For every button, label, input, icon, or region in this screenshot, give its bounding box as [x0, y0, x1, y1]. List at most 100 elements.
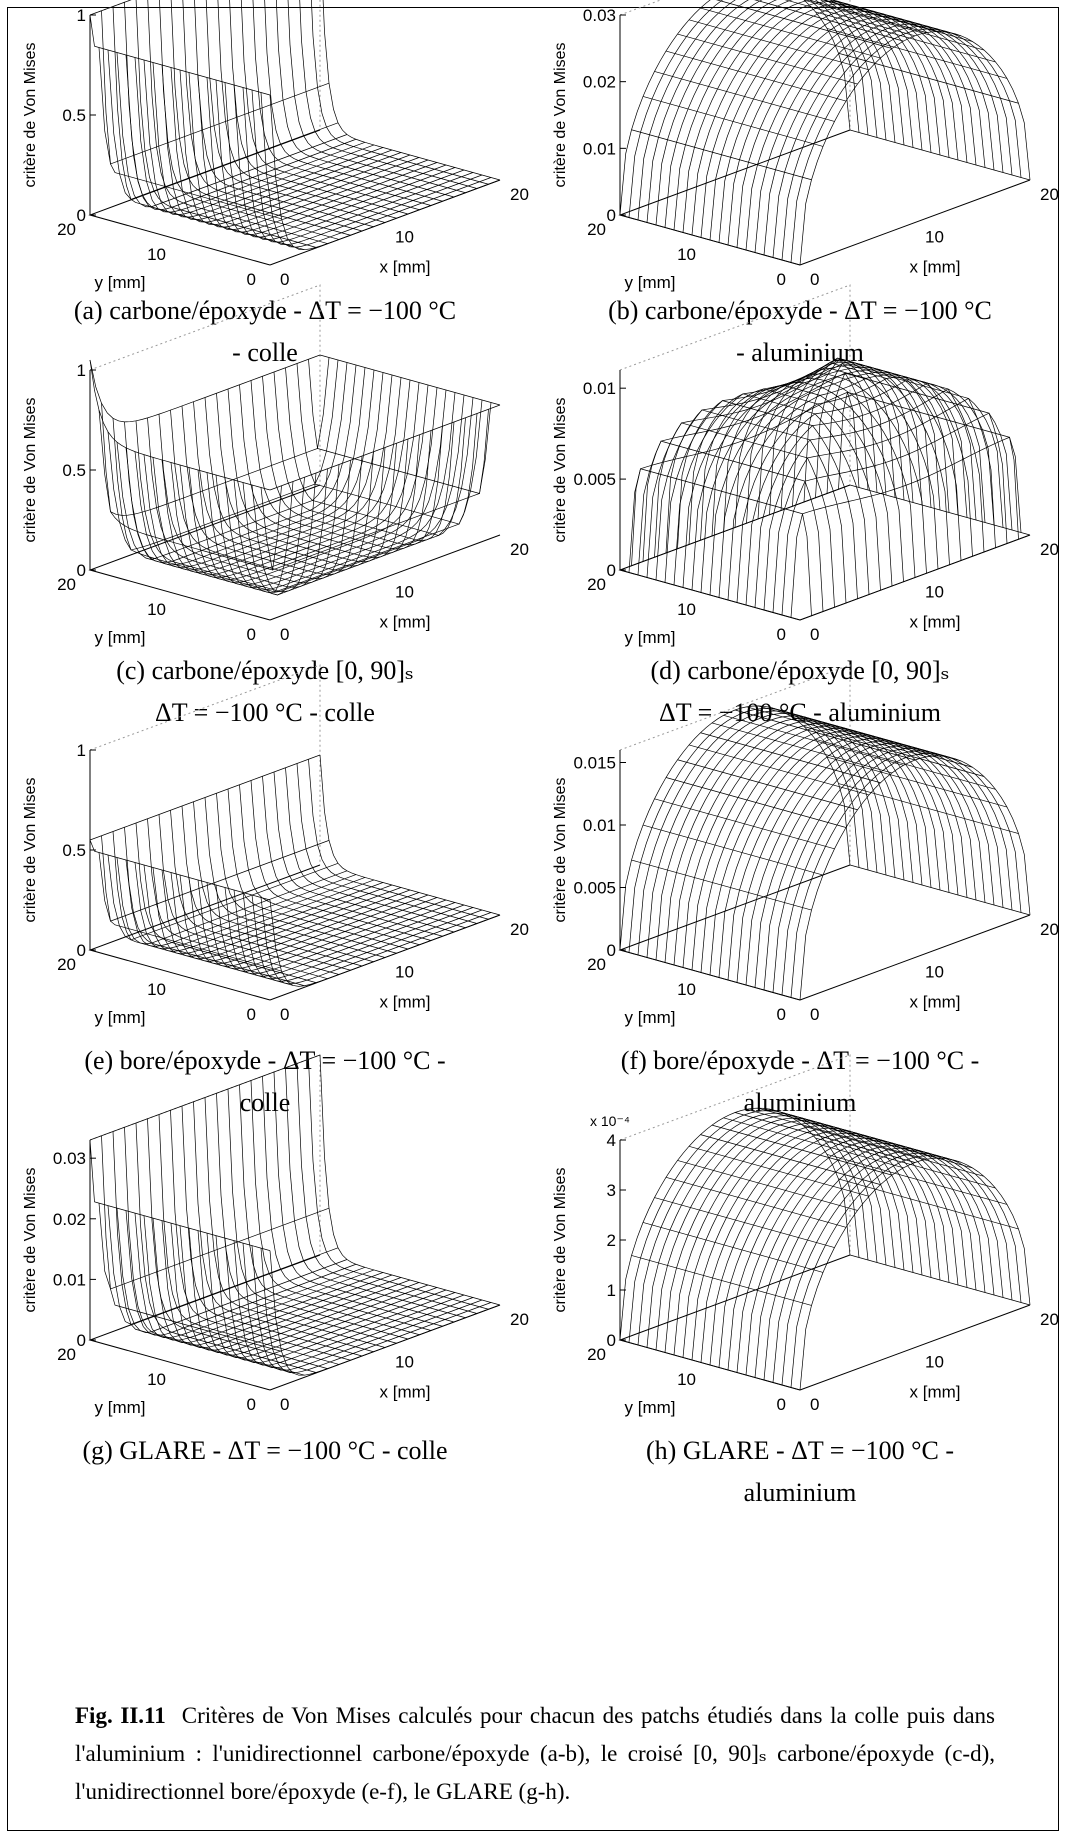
mesh-line-y [188, 72, 420, 228]
x-axis-label: x [mm] [910, 613, 961, 632]
z-tick-label: 1 [77, 361, 86, 380]
x-axis-label: x [mm] [910, 993, 961, 1012]
y-axis-label: y [mm] [95, 1398, 146, 1417]
mesh-line-x [147, 818, 328, 979]
figure-caption-label: Fig. II.11 [75, 1703, 166, 1728]
mesh-line-y [152, 1218, 384, 1344]
x-tick-label: 0 [810, 270, 819, 289]
x-tick-label: 10 [395, 583, 414, 602]
mesh-line-y [619, 705, 851, 951]
mesh-line-y [691, 364, 923, 591]
mesh-line-y [161, 64, 393, 221]
mesh-line-y [125, 54, 357, 211]
mesh-line-y [206, 1233, 438, 1359]
mesh-line-y [646, 713, 878, 958]
mesh-line-y [664, 718, 896, 963]
mesh-line-y [790, 28, 1022, 263]
mesh-line-y [116, 857, 348, 945]
mesh-line-y [179, 874, 411, 962]
mesh-line-y [727, 374, 959, 601]
back-wall-grid [89, 0, 321, 215]
panel-a-caption: (a) carbone/époxyde - ΔT = −100 °C - col… [5, 290, 525, 374]
panel-d-caption: (d) carbone/époxyde [0, 90]ₛ ΔT = −100 °… [540, 650, 1060, 734]
z-tick-label: 0 [607, 941, 616, 960]
x-tick-label: 20 [510, 920, 529, 939]
z-tick-label: 0.03 [53, 1149, 86, 1168]
y-axis-label: y [mm] [95, 273, 146, 292]
mesh-line-x [734, 378, 916, 578]
z-axis-label: critère de Von Mises [22, 43, 39, 188]
y-tick-label: 0 [777, 1005, 786, 1024]
y-tick-label: 10 [677, 600, 696, 619]
mesh-line-x [711, 385, 893, 587]
mesh-line-y [89, 354, 321, 423]
mesh-line-y [170, 872, 402, 960]
mesh-line-y [107, 49, 339, 200]
mesh-line-y [736, 376, 968, 603]
z-axis-label: critère de Von Mises [552, 778, 569, 923]
mesh-line-y [673, 720, 905, 966]
y-tick-label: 20 [587, 575, 606, 594]
mesh-line-y [152, 372, 384, 571]
mesh-line-y [646, 363, 878, 578]
mesh-line-x [769, 363, 950, 565]
mesh-line-y [233, 889, 465, 977]
x-axis-line [799, 914, 1031, 1001]
z-axis-label: critère de Von Mises [552, 43, 569, 188]
mesh-line-y [161, 869, 393, 957]
x-tick-label: 0 [280, 1395, 289, 1414]
y-axis-label: y [mm] [625, 273, 676, 292]
y-tick-label: 10 [147, 245, 166, 264]
mesh-line-x [296, 763, 478, 924]
z-tick-label: 1 [607, 1281, 616, 1300]
mesh-line-y [179, 1225, 411, 1351]
mesh-line-y [763, 1147, 995, 1381]
mesh-line-y [260, 1248, 492, 1374]
z-tick-label: 0.015 [573, 754, 616, 773]
z-tick-label: 0.02 [53, 1210, 86, 1229]
mesh-line-y [98, 1203, 330, 1290]
z-tick-label: 0 [607, 1331, 616, 1350]
x-tick-label: 10 [925, 228, 944, 247]
z-tick-label: 0.5 [62, 461, 86, 480]
mesh-line-y [646, 1115, 878, 1348]
z-tick-label: 0.5 [62, 106, 86, 125]
y-tick-label: 20 [587, 1345, 606, 1364]
mesh-line-y [754, 1145, 986, 1378]
surface-mesh [89, 1054, 501, 1376]
mesh-line-y [718, 8, 950, 243]
y-tick-label: 0 [247, 1395, 256, 1414]
panel-b-caption: (b) carbone/époxyde - ΔT = −100 °C - alu… [540, 290, 1060, 374]
surface-mesh [619, 357, 1031, 621]
mesh-line-y [251, 894, 483, 982]
mesh-line-y [170, 377, 402, 576]
mesh-line-y [161, 1220, 393, 1346]
mesh-line-y [116, 52, 348, 208]
mesh-line-y [251, 399, 483, 593]
mesh-line-y [799, 1157, 1031, 1391]
mesh-line-y [628, 708, 860, 953]
z-tick-label: 0.01 [583, 379, 616, 398]
z-axis-label: critère de Von Mises [22, 398, 39, 543]
y-axis-label: y [mm] [625, 1008, 676, 1027]
z-tick-label: 0 [607, 206, 616, 225]
mesh-line-y [772, 1150, 1004, 1383]
x-tick-label: 0 [810, 1395, 819, 1414]
mesh-line-y [116, 1208, 348, 1334]
mesh-line-y [134, 57, 366, 213]
x-tick-label: 10 [925, 1353, 944, 1372]
mesh-line-y [628, 0, 860, 218]
mesh-line-y [116, 362, 348, 560]
x-tick-label: 20 [510, 185, 529, 204]
z-tick-label: 0 [607, 561, 616, 580]
mesh-line-y [188, 382, 420, 581]
mesh-line-y [709, 6, 941, 241]
mesh-line-y [242, 397, 474, 596]
y-tick-label: 20 [587, 955, 606, 974]
mesh-line-x [216, 793, 397, 954]
y-tick-label: 20 [57, 955, 76, 974]
